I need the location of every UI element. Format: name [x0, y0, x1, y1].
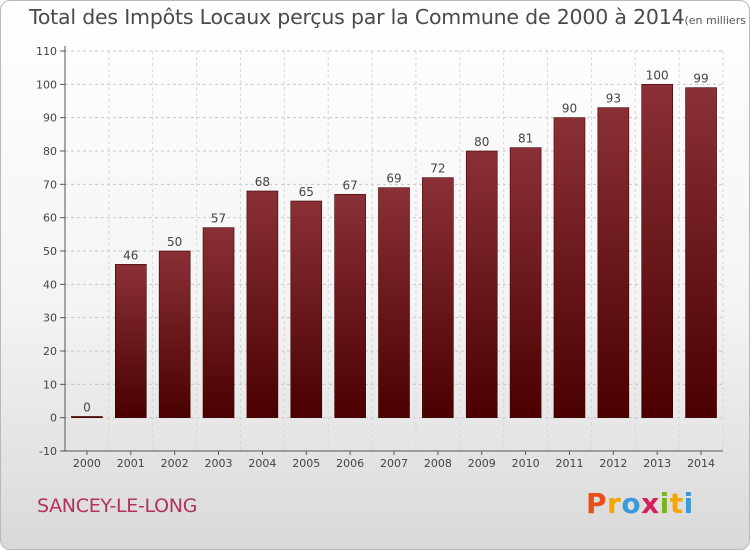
x-tick-label-2008: 2008	[424, 457, 452, 470]
y-tick-label: 40	[43, 278, 57, 291]
bar-2002	[158, 250, 191, 418]
x-tick-label-2012: 2012	[599, 457, 627, 470]
x-tick-label-2006: 2006	[336, 457, 364, 470]
bar-2007	[378, 187, 410, 418]
y-tick-label: -10	[39, 445, 57, 458]
value-label-2000: 0	[83, 400, 91, 414]
bar-2008	[422, 177, 454, 418]
logo-letter: x	[641, 487, 660, 520]
bar-2001	[115, 264, 147, 418]
chart-unit-note: (en milliers d'€)	[684, 14, 749, 27]
x-tick-label-2011: 2011	[555, 457, 583, 470]
logo-letter: i	[659, 487, 670, 520]
y-tick-label: 60	[43, 212, 57, 225]
bar-2014	[685, 87, 717, 418]
logo-letter: i	[683, 487, 694, 520]
value-label-2004: 68	[255, 175, 270, 189]
proxiti-logo: Proxiti	[586, 487, 694, 520]
y-tick-label: 110	[36, 45, 57, 58]
x-tick-label-2007: 2007	[380, 457, 408, 470]
y-tick-label: 70	[43, 178, 57, 191]
bar-2012	[597, 107, 630, 418]
bar-2003	[202, 227, 235, 418]
x-tick-label-2001: 2001	[117, 457, 145, 470]
x-tick-label-2009: 2009	[468, 457, 496, 470]
x-tick-label-2014: 2014	[687, 457, 715, 470]
value-label-2002: 50	[167, 235, 182, 249]
value-label-2013: 100	[646, 68, 669, 82]
value-label-2011: 90	[562, 102, 577, 116]
x-tick-label-2003: 2003	[205, 457, 233, 470]
logo-letter: t	[669, 487, 684, 520]
bar-2013	[641, 84, 674, 418]
x-tick-label-2005: 2005	[292, 457, 320, 470]
value-label-2009: 80	[474, 135, 489, 149]
value-label-2012: 93	[606, 92, 621, 106]
x-tick-label-2004: 2004	[248, 457, 276, 470]
y-tick-label: 90	[43, 112, 57, 125]
bar-2010	[509, 147, 542, 418]
value-label-2006: 67	[342, 178, 357, 192]
value-label-2001: 46	[123, 248, 138, 262]
bar-2004	[246, 190, 279, 418]
bar-2009	[465, 150, 498, 418]
bar-2011	[553, 117, 586, 418]
x-tick-label-2010: 2010	[512, 457, 540, 470]
value-label-2010: 81	[518, 132, 533, 146]
value-label-2014: 99	[693, 72, 708, 86]
y-tick-label: 30	[43, 312, 57, 325]
bar-2006	[334, 194, 366, 418]
bar-2000	[71, 416, 103, 418]
x-tick-label-2000: 2000	[73, 457, 101, 470]
value-label-2007: 69	[386, 172, 401, 186]
y-tick-label: 80	[43, 145, 57, 158]
x-tick-label-2013: 2013	[643, 457, 671, 470]
logo-letter: r	[607, 487, 622, 520]
value-label-2008: 72	[430, 162, 445, 176]
chart-title-text: Total des Impôts Locaux perçus par la Co…	[29, 5, 685, 29]
y-tick-label: 50	[43, 245, 57, 258]
value-label-2003: 57	[211, 212, 226, 226]
value-label-2005: 65	[299, 185, 314, 199]
y-tick-label: 20	[43, 345, 57, 358]
y-tick-label: 10	[43, 378, 57, 391]
y-tick-label: 0	[50, 412, 57, 425]
chart-title: Total des Impôts Locaux perçus par la Co…	[29, 5, 749, 29]
commune-name: SANCEY-LE-LONG	[37, 495, 198, 517]
logo-letter: P	[586, 487, 608, 520]
logo-letter: o	[621, 487, 642, 520]
y-tick-label: 100	[36, 78, 57, 91]
x-tick-label-2002: 2002	[161, 457, 189, 470]
bar-2005	[290, 200, 323, 418]
